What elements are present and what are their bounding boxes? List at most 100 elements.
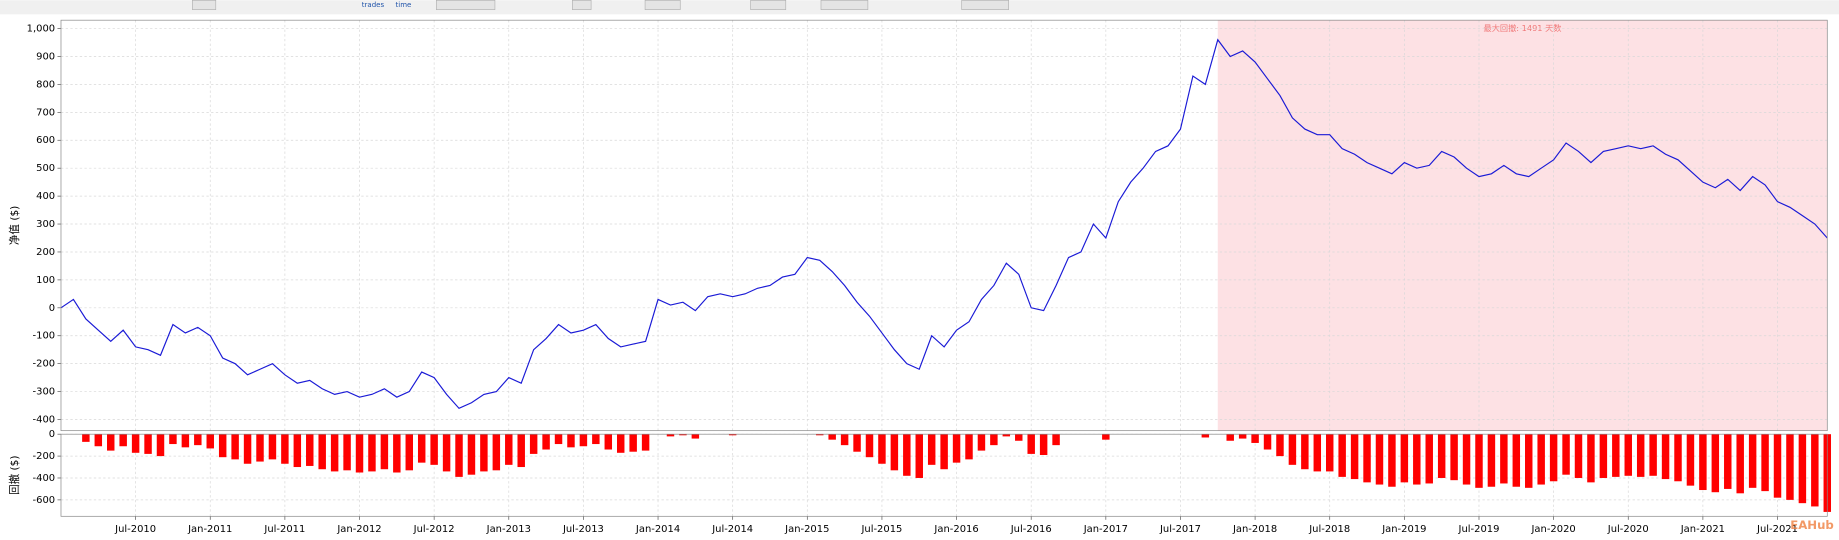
drawdown-bar [579,434,588,447]
x-tick-label: Jan-2016 [933,524,978,535]
drawdown-bar [1724,434,1732,489]
drawdown-bar [94,434,103,447]
drawdown-bar [1226,434,1234,441]
drawdown-bar [679,434,687,436]
drawdown-bar [1350,434,1359,480]
drawdown-bar [691,434,700,439]
drawdown-bar [206,434,214,449]
drawdown-bar [542,434,550,450]
drawdown-bar [1699,434,1707,491]
toolbar-button[interactable] [192,0,217,10]
drawdown-bar [927,434,936,465]
drawdown-bar [281,434,289,464]
drawdown-bar [131,434,140,453]
y-tick-label: 1,000 [27,24,56,35]
toolbar-button[interactable] [572,0,592,10]
y-tick-label: 500 [36,163,55,174]
drawdown-bar [1002,434,1011,437]
x-tick-label: Jul-2020 [1607,524,1649,535]
drawdown-bar [1562,434,1570,475]
drawdown-bar [1450,434,1458,481]
x-tick-label: Jan-2015 [784,524,829,535]
drawdown-bar [828,434,836,440]
drawdown-bar [144,434,152,454]
drawdown-bar [816,434,824,436]
drawdown-bar [243,434,252,464]
drawdown-bar [343,434,351,471]
drawdown-bar [1437,434,1446,478]
y-tick-label: 0 [49,303,55,314]
drawdown-bar [604,434,613,450]
y-axis-title: 回撤 ($) [8,456,21,495]
x-tick-label: Jan-2014 [635,524,680,535]
x-tick-label: Jul-2010 [114,524,156,535]
drawdown-bar [1686,434,1695,486]
y-tick-label: -600 [33,495,56,506]
y-tick-label: -100 [33,331,56,342]
drawdown-bar [256,434,264,462]
y-tick-label: -400 [33,473,56,484]
drawdown-bar [529,434,538,454]
drawdown-highlight [1217,20,1828,431]
drawdown-bar [1649,434,1657,476]
y-tick-label: -300 [33,387,56,398]
drawdown-bar [1102,434,1110,440]
drawdown-bar [1748,434,1757,488]
x-tick-label: Jul-2021 [1756,524,1798,535]
drawdown-bar [1288,434,1297,465]
y-tick-label: -200 [33,359,56,370]
x-tick-label: Jul-2014 [711,524,753,535]
drawdown-bar [890,434,899,471]
drawdown-bar [181,434,190,448]
toolbar-button[interactable] [436,0,496,10]
toolbar-button[interactable] [820,0,869,10]
drawdown-bar [1761,434,1769,492]
drawdown-bar [1549,434,1558,482]
drawdown-bar [306,434,314,466]
drawdown-bar [169,434,177,445]
drawdown-bar [1537,434,1545,485]
x-tick-label: Jan-2020 [1530,524,1575,535]
toolbar-button[interactable] [644,0,681,10]
y-tick-label: 400 [36,191,55,202]
drawdown-bar [368,434,376,472]
y-tick-label: 800 [36,79,55,90]
x-tick-label: Jan-2019 [1381,524,1426,535]
drawdown-bar [1624,434,1632,476]
x-tick-label: Jul-2012 [413,524,455,535]
highlight-label: 最大回撤: 1491 天数 [1484,23,1562,33]
x-tick-label: Jul-2016 [1010,524,1052,535]
x-tick-label: Jul-2013 [562,524,604,535]
y-tick-label: 900 [36,51,55,62]
drawdown-bar [1413,434,1421,485]
drawdown-bar [82,434,90,442]
drawdown-bar [1674,434,1682,482]
equity-line [60,38,1828,410]
drawdown-bar [1263,434,1272,450]
x-tick-label: Jul-2017 [1159,524,1201,535]
drawdown-bar [393,434,401,473]
toolbar-button-label[interactable]: trades [362,0,385,9]
toolbar-button[interactable] [961,0,1009,10]
drawdown-bar [417,434,426,463]
drawdown-bar [1276,434,1284,457]
drawdown-bar [1425,434,1433,484]
drawdown-bar [1015,434,1023,441]
y-tick-label: 600 [36,135,55,146]
drawdown-bar [231,434,239,460]
drawdown-bar [1661,434,1670,480]
plot-frame [60,19,1828,432]
drawdown-bar [1500,434,1508,484]
drawdown-bar [194,434,202,446]
drawdown-bar [592,434,600,445]
drawdown-bar [330,434,339,472]
drawdown-bar [1612,434,1620,477]
drawdown-bar [1525,434,1533,488]
drawdown-bar [1587,434,1595,483]
drawdown-bar [853,434,861,452]
toolbar-button[interactable] [750,0,787,10]
x-tick-label: Jan-2017 [1083,524,1128,535]
drawdown-bar [1512,434,1521,487]
toolbar-button-label[interactable]: time [396,0,412,9]
drawdown-bar [1786,434,1794,500]
